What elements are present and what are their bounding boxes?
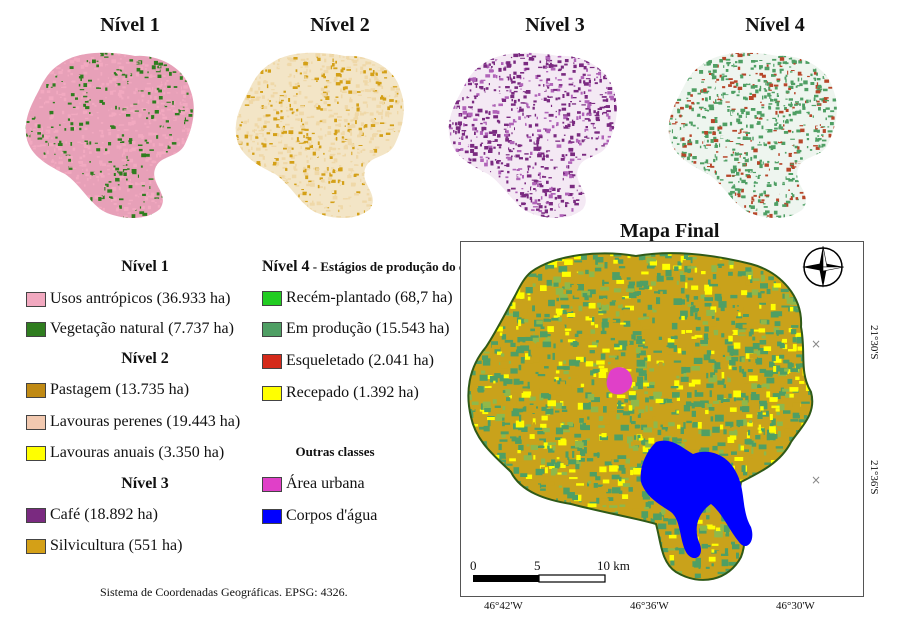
level-4-title: Nível 4 (745, 14, 805, 36)
footer-crs-note: Sistema de Coordenadas Geográficas. EPSG… (100, 585, 348, 599)
legend-swatch (26, 291, 46, 307)
legend-item-lavouras-perenes: Lavouras perenes (19.443 ha) (26, 412, 240, 432)
legend-nivel4-title-main: Nível 4 (262, 258, 310, 275)
legend-label: Em produção (15.543 ha) (286, 320, 450, 337)
legend-swatch (262, 508, 282, 524)
legend-swatch (26, 414, 46, 430)
scale-label-5: 5 (534, 558, 541, 573)
legend-label: Café (18.892 ha) (50, 506, 158, 523)
legend-item-esqueletado: Esqueletado (2.041 ha) (262, 351, 434, 371)
legend-item-recepado: Recepado (1.392 ha) (262, 383, 419, 403)
map-final-title: Mapa Final (620, 220, 720, 242)
legend-item-em-producao: Em produção (15.543 ha) (262, 319, 450, 339)
legend-label: Lavouras anuais (3.350 ha) (50, 444, 225, 461)
level-3-title: Nível 3 (525, 14, 585, 36)
legend-swatch (262, 290, 282, 306)
legend-nivel4-title-suffix: - Estágios de produção do café: (309, 259, 486, 274)
legend-swatch (262, 385, 282, 401)
level-2-title: Nível 2 (310, 14, 370, 36)
scale-label-10: 10 km (597, 558, 630, 573)
scale-bar-black-segment (473, 575, 539, 582)
final-map: × × (467, 252, 821, 583)
legend-label: Corpos d'água (286, 507, 378, 524)
legend-nivel3-title: Nível 3 (121, 475, 169, 492)
lat-label-2: 21°36'S (868, 460, 880, 495)
legend-label: Área urbana (286, 475, 365, 492)
legend-swatch (26, 538, 46, 554)
grid-marker-1: × (811, 337, 821, 351)
level-1-map (25, 52, 194, 218)
legend-swatch (262, 321, 282, 337)
legend-label: Pastagem (13.735 ha) (50, 381, 190, 398)
legend-label: Lavouras perenes (19.443 ha) (50, 413, 241, 430)
level-1-title: Nível 1 (100, 14, 160, 36)
legend-swatch (26, 445, 46, 461)
legend-nivel4-title: Nível 4 - Estágios de produção do café: (262, 258, 486, 276)
level-3-map (448, 52, 617, 218)
legend-item-recem-plantado: Recém-plantado (68,7 ha) (262, 288, 453, 308)
legend-item-lavouras-anuais: Lavouras anuais (3.350 ha) (26, 443, 224, 463)
urban-area (606, 367, 633, 395)
legend-item-silvicultura: Silvicultura (551 ha) (26, 536, 182, 556)
water-body-reservoir (640, 440, 753, 559)
north-arrow-icon (802, 245, 845, 288)
lon-label-2: 46°36'W (630, 600, 669, 612)
legend-item-cafe: Café (18.892 ha) (26, 505, 158, 525)
legend-swatch (262, 476, 282, 492)
level-2-map (235, 52, 404, 218)
legend-item-corpos-dagua: Corpos d'água (262, 506, 377, 526)
legend-nivel1-title: Nível 1 (121, 258, 169, 275)
final-map-landuse (468, 253, 813, 580)
legend-item-usos-antropicos: Usos antrópicos (36.933 ha) (26, 289, 230, 309)
legend-nivel2-title: Nível 2 (121, 350, 169, 367)
lat-label-1: 21°30'S (868, 325, 880, 360)
scale-label-0: 0 (470, 558, 477, 573)
legend-item-pastagem: Pastagem (13.735 ha) (26, 380, 189, 400)
grid-marker-2: × (811, 473, 821, 487)
legend-swatch (262, 353, 282, 369)
legend-item-area-urbana: Área urbana (262, 474, 365, 494)
legend-label: Vegetação natural (7.737 ha) (50, 320, 234, 337)
final-map-frame: × × 0 5 10 km (460, 241, 864, 597)
legend-outras-title: Outras classes (295, 444, 375, 459)
legend-swatch (26, 507, 46, 523)
legend-swatch (26, 321, 46, 337)
legend-label: Esqueletado (2.041 ha) (286, 352, 434, 369)
scale-bar-white-segment (538, 574, 606, 583)
lon-label-3: 46°30'W (776, 600, 815, 612)
legend-label: Recepado (1.392 ha) (286, 384, 419, 401)
lon-label-1: 46°42'W (484, 600, 523, 612)
legend-swatch (26, 382, 46, 398)
level-4-map (668, 52, 837, 218)
legend-label: Recém-plantado (68,7 ha) (286, 289, 453, 306)
scale-bar (473, 574, 606, 583)
legend-label: Silvicultura (551 ha) (50, 537, 183, 554)
legend-label: Usos antrópicos (36.933 ha) (50, 290, 231, 307)
legend-item-vegetacao-natural: Vegetação natural (7.737 ha) (26, 319, 234, 339)
